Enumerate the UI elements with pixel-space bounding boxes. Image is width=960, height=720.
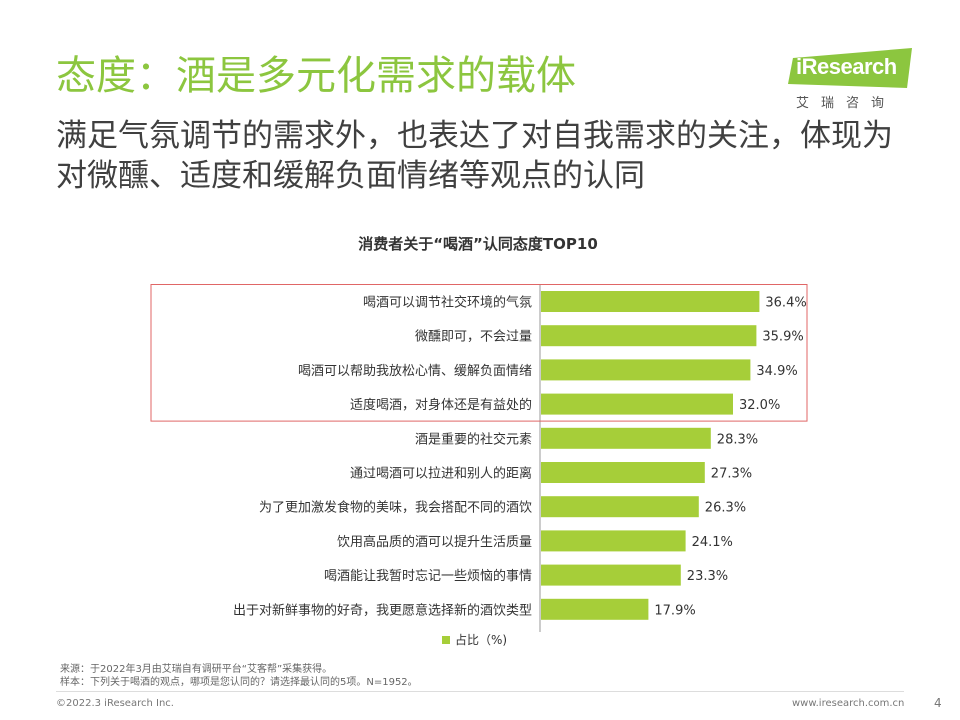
logo-cn-text: 艾瑞咨询 — [796, 96, 897, 111]
iresearch-logo: iResearch 艾瑞咨询 — [788, 48, 918, 118]
category-label: 为了更加激发食物的美味，我会搭配不同的酒饮 — [259, 500, 532, 516]
category-label: 适度喝酒，对身体还是有益处的 — [350, 397, 532, 413]
data-label: 28.3% — [717, 432, 758, 447]
copyright: ©2022.3 iResearch Inc. — [56, 698, 174, 709]
chart-title: 消费者关于“喝酒”认同态度TOP10 — [358, 235, 598, 253]
data-label: 24.1% — [692, 535, 733, 550]
bar — [541, 496, 699, 518]
highlight-box — [150, 284, 808, 422]
bar — [541, 530, 686, 552]
data-label: 36.4% — [765, 296, 806, 311]
bar — [541, 598, 649, 620]
category-label: 微醺即可，不会过量 — [415, 330, 532, 345]
data-label: 26.3% — [705, 501, 746, 516]
legend-swatch — [442, 636, 450, 644]
bar-chart: 消费者关于“喝酒”认同态度TOP10 喝酒可以调节社交环境的气氛 36.4% 微醺即可… — [150, 235, 808, 647]
bar — [541, 359, 751, 381]
page-number: 4 — [934, 696, 942, 710]
data-label: 27.3% — [711, 467, 752, 482]
bar — [541, 462, 705, 483]
data-label: 35.9% — [762, 330, 803, 345]
bar — [541, 427, 711, 449]
category-label: 喝酒能让我暂时忘记一些烦恼的事情 — [324, 568, 532, 584]
category-label: 饮用高品质的酒可以提升生活质量 — [337, 534, 532, 550]
data-label: 17.9% — [654, 603, 695, 618]
category-label: 出于对新鲜事物的好奇，我更愿意选择新的酒饮类型 — [233, 602, 532, 618]
data-label: 32.0% — [739, 398, 780, 413]
footer-divider — [56, 691, 904, 692]
category-label: 喝酒可以调节社交环境的气氛 — [363, 295, 532, 311]
page-subtitle: 满足气氛调节的需求外，也表达了对自我需求的关注，体现为对微醺、适度和缓解负面情绪… — [56, 118, 893, 194]
category-label: 喝酒可以帮助我放松心情、缓解负面情绪 — [298, 364, 532, 379]
website-link[interactable]: www.iresearch.com.cn — [792, 698, 905, 709]
data-label: 34.9% — [756, 364, 797, 379]
category-label: 酒是重要的社交元素 — [415, 431, 532, 447]
bar — [541, 291, 760, 312]
data-label: 23.3% — [687, 569, 728, 584]
logo-brand-text: iResearch — [796, 54, 897, 79]
bar — [541, 325, 757, 347]
footnote-source: 来源：于2022年3月由艾瑞自有调研平台“艾客帮”采集获得。 — [60, 664, 333, 675]
legend-label: 占比（%) — [455, 632, 507, 647]
page-title: 态度：酒是多元化需求的载体 — [56, 53, 576, 99]
bar — [541, 564, 681, 586]
bar — [541, 393, 733, 415]
footnote-sample: 样本：下列关于喝酒的观点，哪项是您认同的？请选择最认同的5项。N=1952。 — [60, 677, 418, 688]
category-label: 通过喝酒可以拉进和别人的距离 — [350, 466, 532, 482]
